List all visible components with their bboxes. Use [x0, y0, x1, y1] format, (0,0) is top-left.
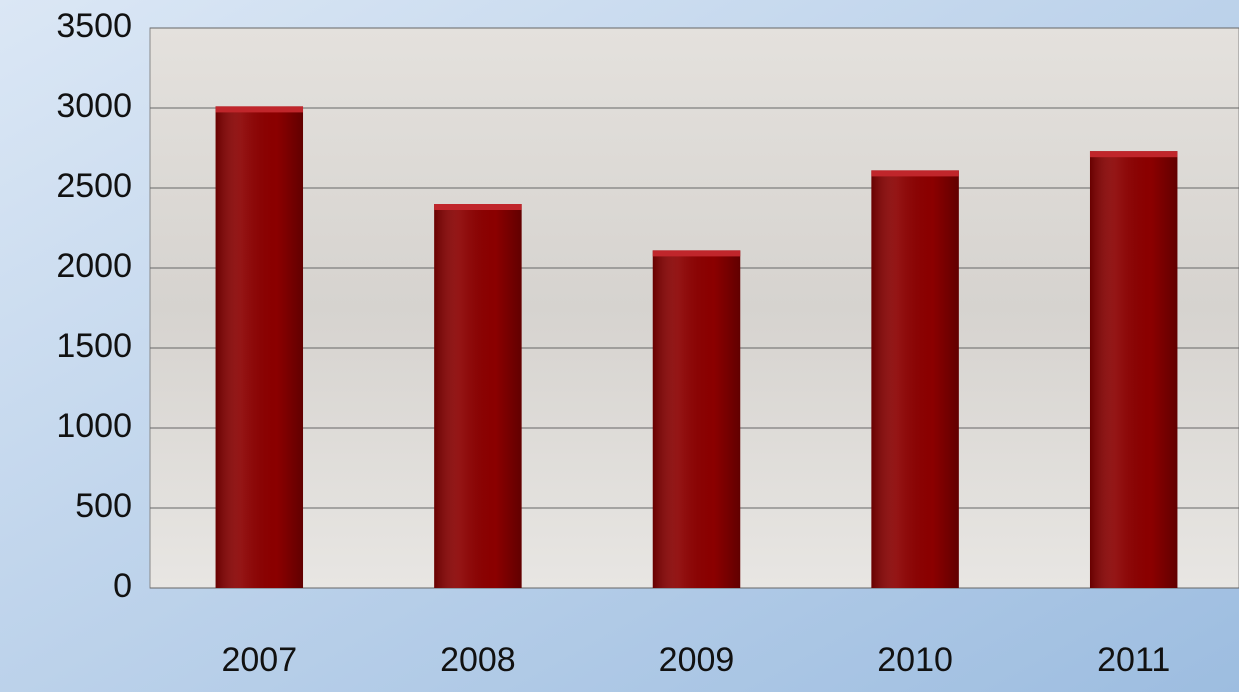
bar-shade — [216, 106, 303, 588]
chart: 0 500 1000 1500 2000 2500 3000 3500 2007 2008 2009… — [0, 0, 1239, 692]
y-tick-label: 500 — [75, 487, 132, 525]
x-tick-label: 2011 — [1097, 641, 1170, 679]
x-tick-label: 2008 — [440, 641, 516, 679]
x-tick-label: 2009 — [659, 641, 735, 679]
bar-shade — [871, 170, 958, 588]
y-tick-label: 2000 — [56, 247, 132, 285]
x-tick-label: 2010 — [877, 641, 953, 679]
bar-shade — [1090, 151, 1177, 588]
y-tick-label: 3000 — [56, 87, 132, 125]
x-tick-label: 2007 — [221, 641, 297, 679]
page: {"chart_data": {"type": "bar", "categori… — [0, 0, 1239, 692]
y-tick-label: 1500 — [56, 327, 132, 365]
bar-cap — [1090, 151, 1177, 157]
bar-shade — [653, 250, 740, 588]
bar-cap — [216, 106, 303, 112]
bar-shade — [434, 204, 521, 588]
bar-cap — [871, 170, 958, 176]
y-tick-label: 1000 — [56, 407, 132, 445]
y-tick-label: 3500 — [56, 7, 132, 45]
bar-cap — [653, 250, 740, 256]
y-tick-label: 2500 — [56, 167, 132, 205]
y-tick-label: 0 — [113, 567, 132, 605]
bar-cap — [434, 204, 521, 210]
